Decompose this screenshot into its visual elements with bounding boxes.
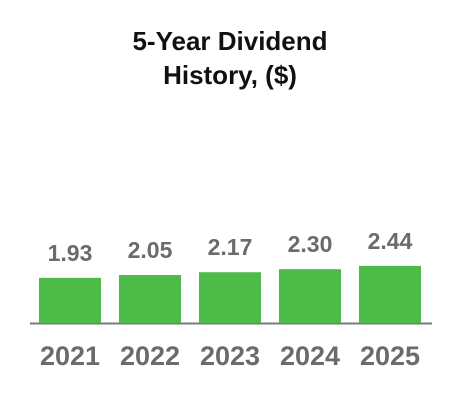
value-label: 1.93 <box>48 240 93 266</box>
value-label: 2.44 <box>368 228 413 254</box>
value-label: 2.17 <box>208 234 253 260</box>
x-tick-label: 2025 <box>360 341 420 371</box>
bar <box>359 265 421 323</box>
x-tick-label: 2024 <box>280 341 340 371</box>
chart-title: 5-Year Dividend History, ($) <box>132 26 328 90</box>
x-tick-label: 2022 <box>120 341 180 371</box>
value-label: 2.30 <box>288 231 333 257</box>
bar <box>199 272 261 323</box>
x-tick-label: 2021 <box>40 341 100 371</box>
x-tick-label: 2023 <box>200 341 260 371</box>
bar <box>119 275 181 323</box>
bar <box>279 269 341 323</box>
bar <box>39 277 101 323</box>
value-label: 2.05 <box>128 237 173 263</box>
